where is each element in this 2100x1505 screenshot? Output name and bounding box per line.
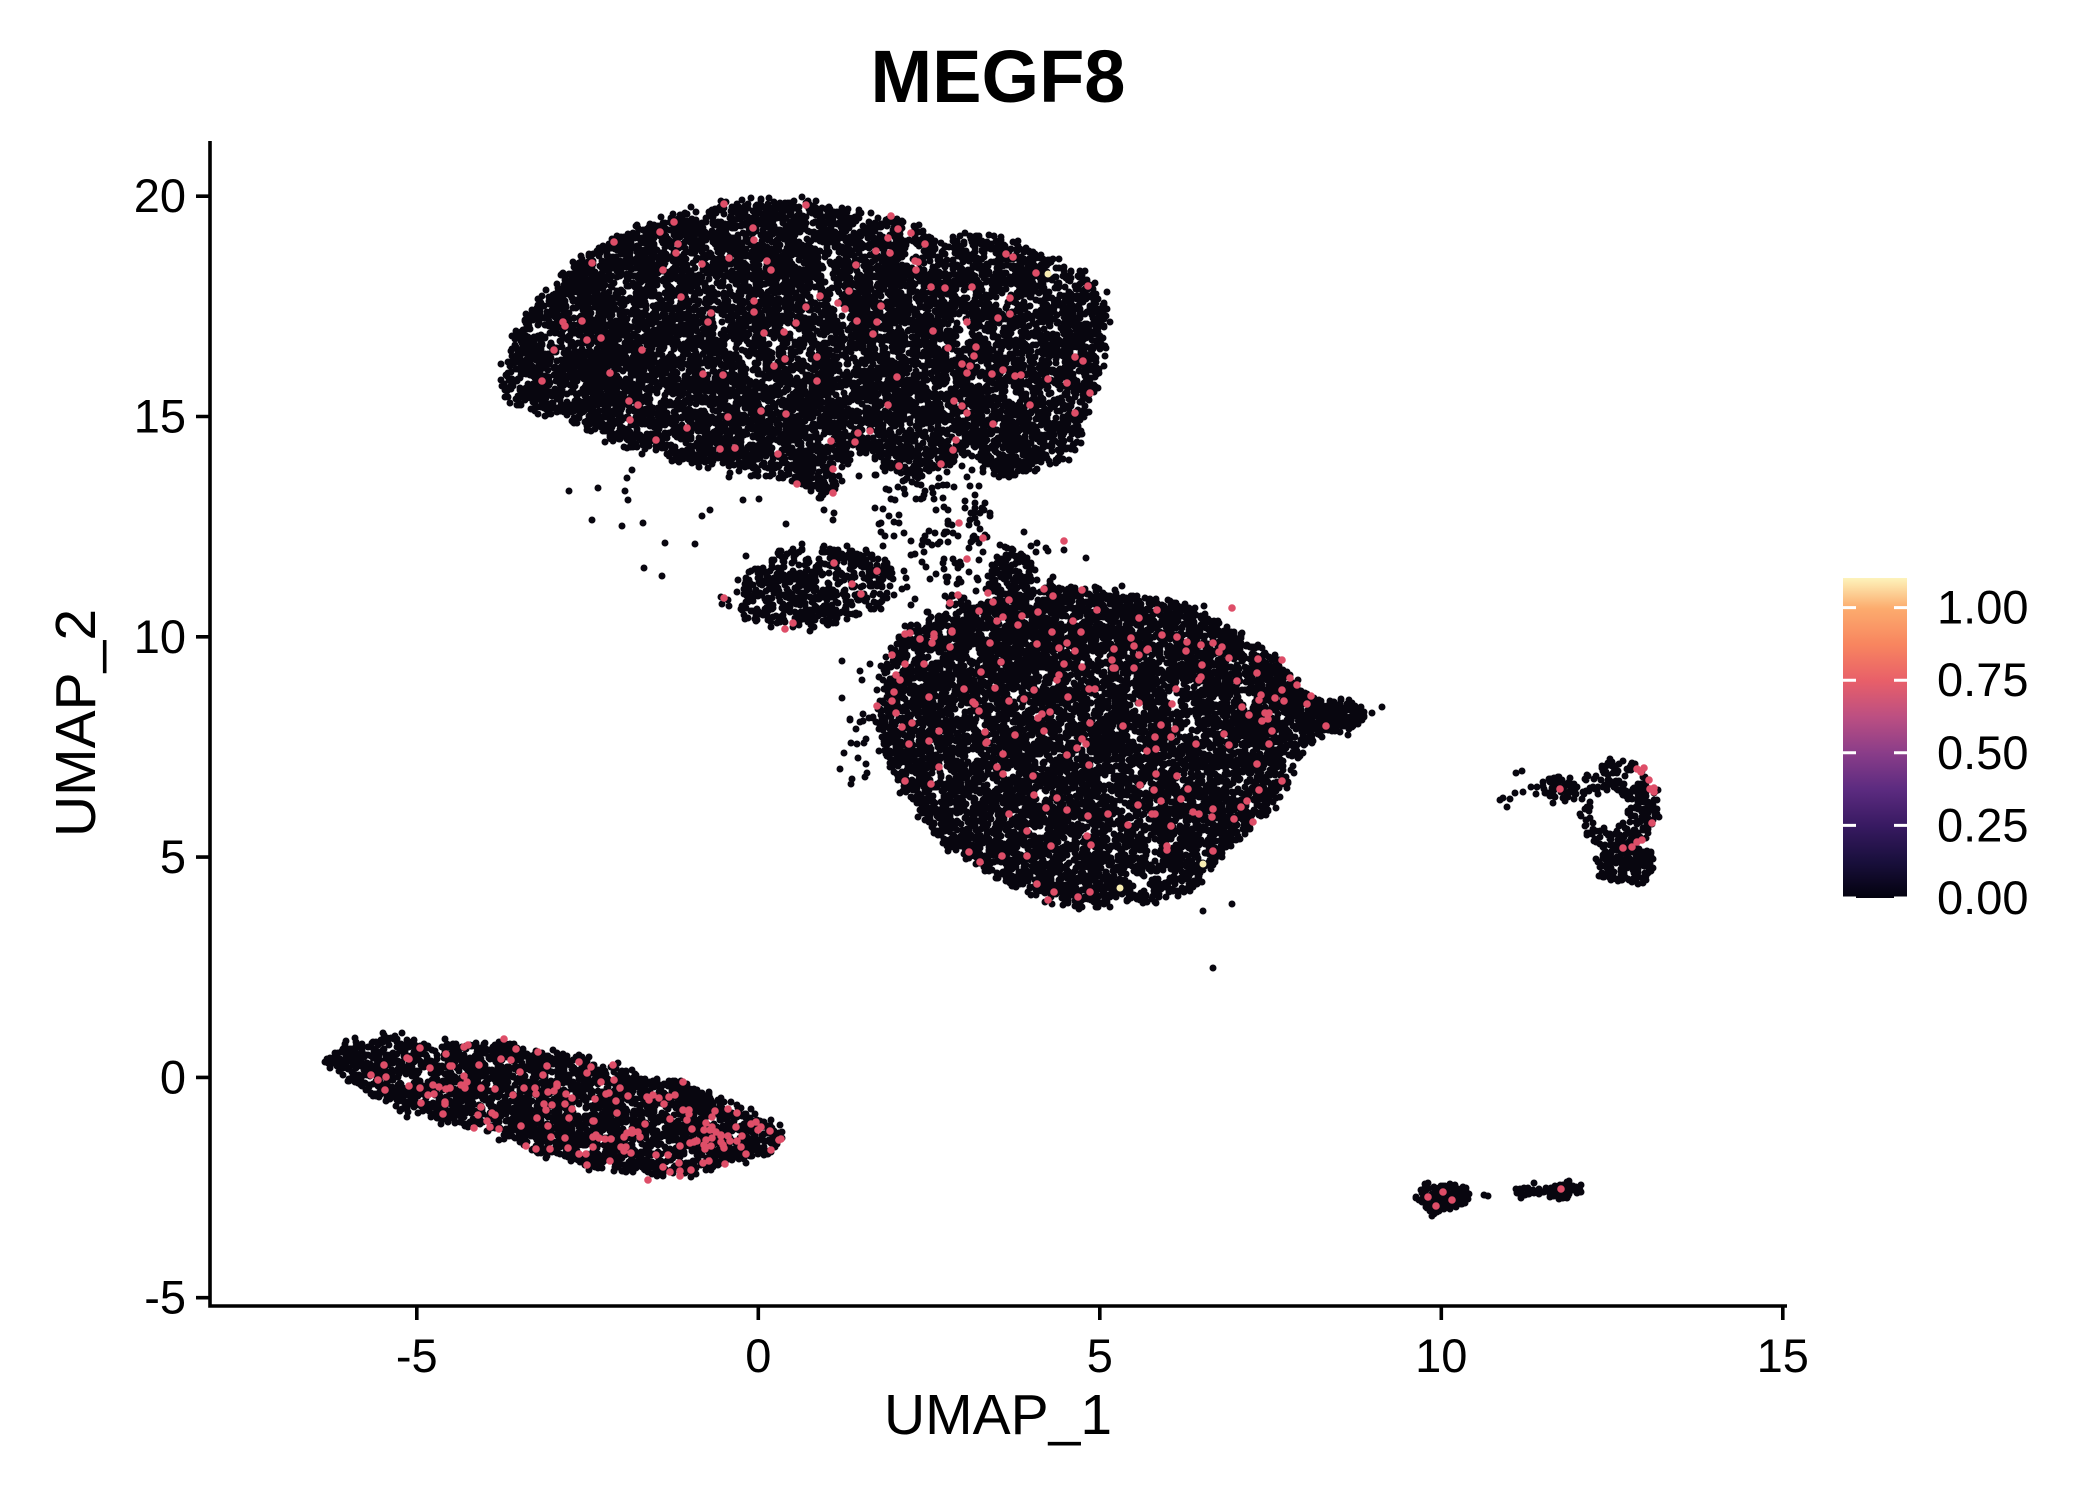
svg-text:10: 10 bbox=[1415, 1329, 1467, 1382]
svg-text:0.00: 0.00 bbox=[1937, 871, 2028, 924]
svg-text:15: 15 bbox=[1757, 1329, 1809, 1382]
svg-text:UMAP_1: UMAP_1 bbox=[884, 1383, 1112, 1447]
svg-text:1.00: 1.00 bbox=[1937, 581, 2028, 634]
svg-text:0.75: 0.75 bbox=[1937, 653, 2028, 706]
svg-text:20: 20 bbox=[134, 169, 186, 222]
svg-text:5: 5 bbox=[160, 830, 186, 883]
svg-text:-5: -5 bbox=[396, 1329, 438, 1382]
svg-text:UMAP_2: UMAP_2 bbox=[44, 609, 108, 837]
svg-text:0: 0 bbox=[745, 1329, 771, 1382]
svg-text:MEGF8: MEGF8 bbox=[871, 35, 1126, 118]
svg-text:10: 10 bbox=[134, 610, 186, 663]
svg-text:0.50: 0.50 bbox=[1937, 726, 2028, 779]
svg-text:0.25: 0.25 bbox=[1937, 798, 2028, 851]
svg-text:5: 5 bbox=[1087, 1329, 1113, 1382]
svg-text:-5: -5 bbox=[144, 1271, 186, 1324]
svg-text:15: 15 bbox=[134, 390, 186, 443]
svg-text:0: 0 bbox=[160, 1050, 186, 1103]
